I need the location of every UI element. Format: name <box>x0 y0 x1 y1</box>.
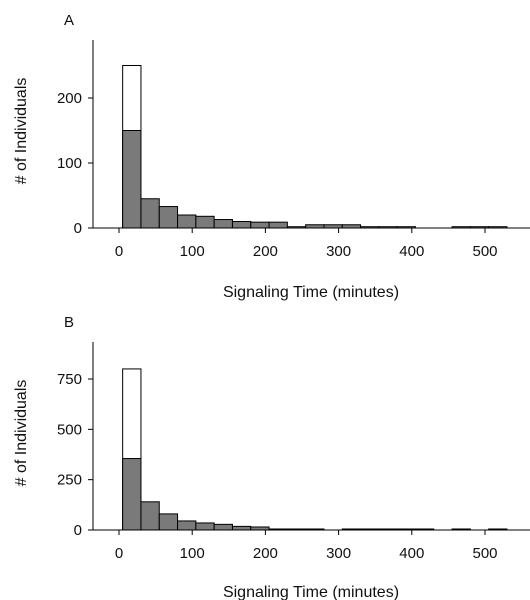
panel-a-bar-filled-8 <box>268 221 288 229</box>
panel-a-x-tick-label-5: 500 <box>472 243 497 260</box>
panel-b-bars <box>122 368 508 531</box>
panel-a-bar-filled-5 <box>213 219 233 229</box>
panel-a-y-tick-label-0: 0 <box>74 220 82 237</box>
panel-a-bar-filled-6 <box>231 221 252 229</box>
panel-a-x-tick-label-3: 300 <box>326 243 351 260</box>
panel-a-ticks: 0 100 200 300 400 500 0 100 200 <box>57 90 498 260</box>
panel-b-y-tick-label-0: 0 <box>74 522 82 539</box>
panel-a-x-axis-title: Signaling Time (minutes) <box>223 284 399 301</box>
panel-b-bar-filled-5 <box>213 523 233 531</box>
panel-b-ticks: 0 100 200 300 400 500 0 250 500 750 <box>57 371 498 562</box>
panel-b: B 0 100 200 300 400 500 0 250 500 750 Signaling T… <box>13 314 530 600</box>
panel-a-bar-filled-2 <box>158 206 179 229</box>
panel-a-label: A <box>64 12 74 29</box>
panel-a-x-tick-label-0: 0 <box>115 243 123 260</box>
panel-b-label: B <box>64 314 74 331</box>
panel-a-x-tick-label-4: 400 <box>399 243 424 260</box>
panel-b-x-tick-label-3: 300 <box>326 545 351 562</box>
panel-a: A 0 100 200 300 400 500 0 100 200 Signaling Time… <box>13 12 530 301</box>
panel-b-y-axis-title: # of Individuals <box>13 380 30 487</box>
panel-b-bar-filled-4 <box>195 522 215 531</box>
panel-b-y-tick-label-3: 750 <box>57 371 82 388</box>
panel-b-y-tick-label-2: 500 <box>57 421 82 438</box>
panel-b-bar-filled-1 <box>140 501 160 531</box>
panel-a-bar-filled-1 <box>140 198 160 229</box>
panel-a-x-tick-label-1: 100 <box>180 243 205 260</box>
panel-a-bar-filled-7 <box>250 221 270 229</box>
panel-a-bar-filled-4 <box>195 215 215 229</box>
panel-b-x-tick-label-5: 500 <box>472 545 497 562</box>
panel-a-x-tick-label-2: 200 <box>253 243 278 260</box>
panel-b-bar-filled-0 <box>122 458 142 531</box>
panel-b-bar-filled-2 <box>158 513 179 531</box>
panel-b-x-tick-label-4: 400 <box>399 545 424 562</box>
panel-a-y-axis-title: # of Individuals <box>13 78 30 185</box>
panel-b-x-tick-label-1: 100 <box>180 545 205 562</box>
panel-b-bar-filled-3 <box>177 520 197 531</box>
panel-b-x-tick-label-2: 200 <box>253 545 278 562</box>
panel-a-bar-filled-0 <box>122 130 142 229</box>
panel-b-bar-filled-6 <box>231 525 252 531</box>
panel-a-bars <box>122 65 508 229</box>
panel-a-y-tick-label-2: 200 <box>57 90 82 107</box>
panel-b-y-tick-label-1: 250 <box>57 472 82 489</box>
panel-a-bar-filled-3 <box>177 214 197 229</box>
panel-b-x-axis-title: Signaling Time (minutes) <box>223 584 399 600</box>
panel-b-x-tick-label-0: 0 <box>115 545 123 562</box>
panel-a-y-tick-label-1: 100 <box>57 155 82 172</box>
